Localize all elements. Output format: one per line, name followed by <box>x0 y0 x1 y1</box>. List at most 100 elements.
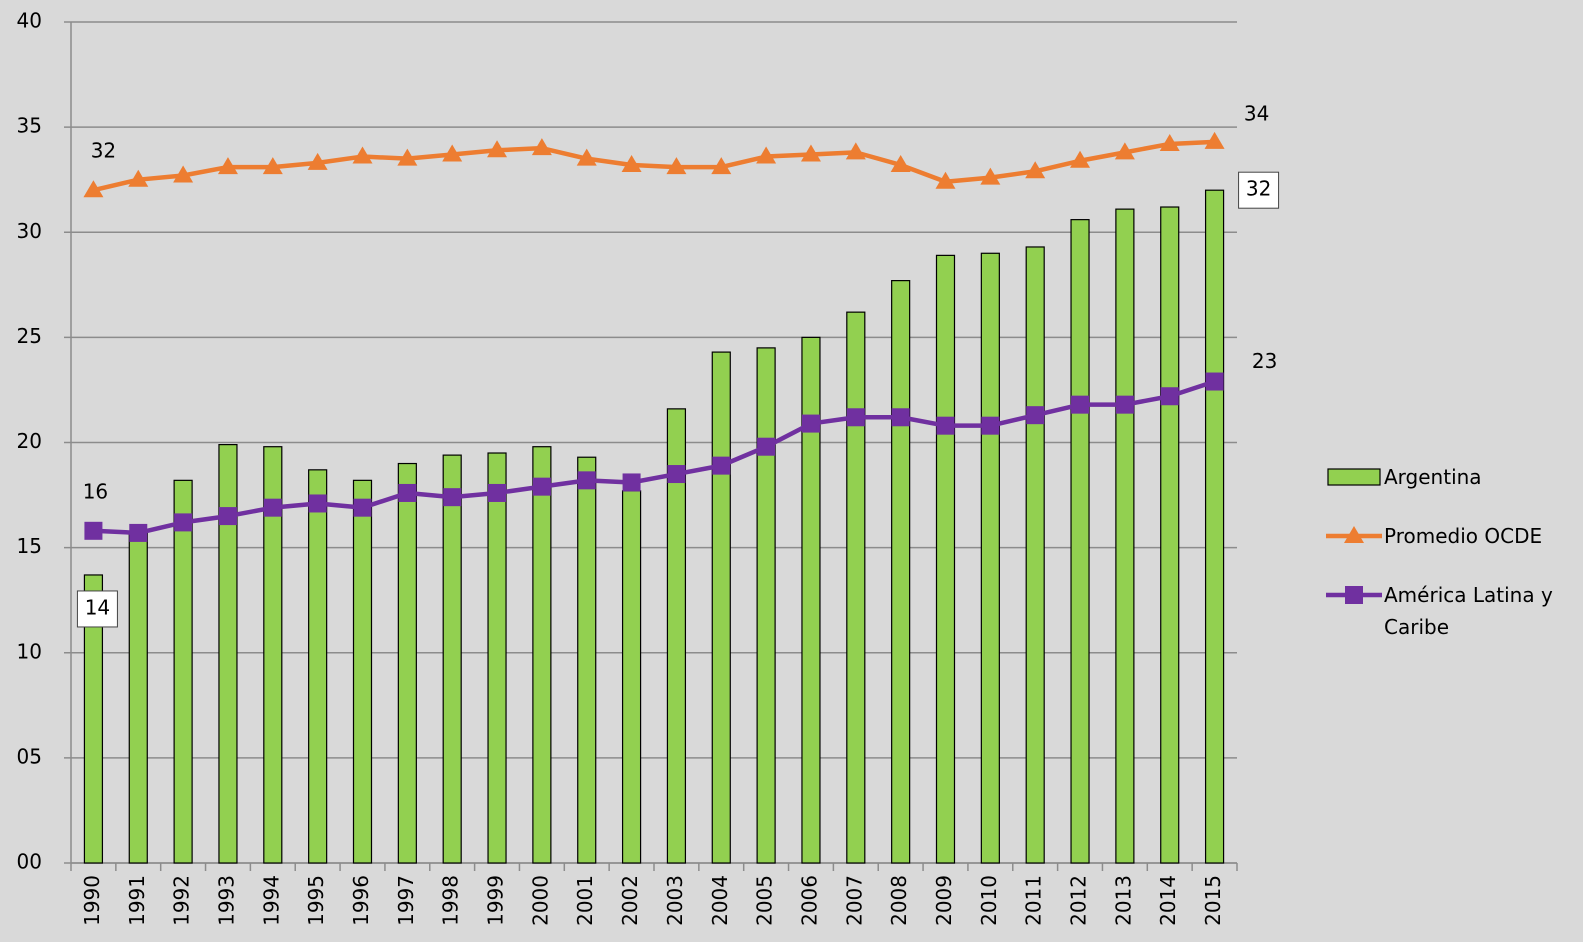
marker <box>487 140 508 158</box>
marker <box>935 171 956 189</box>
bar <box>487 452 507 864</box>
x-tick-label: 1991 <box>125 875 149 926</box>
x-tick-label: 1998 <box>439 875 463 926</box>
y-tick-label: 00 <box>17 850 42 874</box>
bar <box>980 252 1000 864</box>
data-label: 32 <box>1246 177 1271 201</box>
marker <box>398 483 417 502</box>
marker <box>981 416 1000 435</box>
x-tick-label: 1994 <box>259 875 283 926</box>
bar <box>621 490 642 864</box>
x-tick-label: 2007 <box>842 875 866 926</box>
label-box <box>1238 171 1280 209</box>
bar <box>218 444 238 864</box>
marker <box>488 483 507 502</box>
line <box>92 139 1215 193</box>
bar <box>1204 189 1225 864</box>
bar <box>891 280 911 864</box>
x-tick-label: 1996 <box>349 875 373 926</box>
bar <box>577 456 597 864</box>
marker <box>846 408 865 427</box>
x-tick-label: 1997 <box>394 875 418 926</box>
marker <box>217 157 238 175</box>
bar <box>1115 208 1135 864</box>
bar <box>128 532 148 864</box>
x-tick-label: 2006 <box>797 875 821 926</box>
x-tick-label: 1999 <box>484 875 508 926</box>
marker <box>531 138 552 156</box>
bar <box>532 446 552 864</box>
legend-label: Promedio OCDE <box>1384 524 1543 548</box>
marker <box>667 465 686 484</box>
y-tick-label: 25 <box>17 324 42 348</box>
x-tick-label: 2009 <box>932 875 956 926</box>
marker <box>397 148 418 166</box>
x-tick-label: 2015 <box>1201 875 1225 926</box>
bar <box>397 462 417 864</box>
marker <box>84 521 103 540</box>
bar <box>308 469 328 864</box>
marker <box>173 165 194 183</box>
x-tick-label: 1992 <box>170 875 194 926</box>
legend-label: Argentina <box>1384 465 1482 489</box>
y-tick-label: 10 <box>17 639 42 663</box>
x-tick-label: 2010 <box>977 875 1001 926</box>
data-label: 23 <box>1252 349 1277 373</box>
line <box>93 379 1216 536</box>
marker <box>263 498 282 517</box>
marker <box>757 437 776 456</box>
marker <box>1205 372 1224 391</box>
x-tick-label: 1995 <box>304 875 328 926</box>
bar <box>1025 246 1045 864</box>
x-tick-label: 2000 <box>528 875 552 926</box>
marker <box>1160 387 1179 406</box>
x-tick-label: 2011 <box>1022 875 1046 926</box>
marker <box>845 142 866 160</box>
marker <box>442 144 463 162</box>
legend-marker <box>1344 526 1364 543</box>
x-tick-label: 2004 <box>708 875 732 926</box>
y-tick-label: 15 <box>17 534 42 558</box>
marker <box>801 414 820 433</box>
marker <box>1159 133 1180 151</box>
marker <box>622 473 641 492</box>
bar <box>352 479 373 864</box>
x-tick-label: 1990 <box>80 875 104 926</box>
marker <box>308 494 327 513</box>
marker <box>1115 395 1134 414</box>
bar <box>666 408 687 864</box>
marker <box>307 152 328 170</box>
bar <box>83 574 104 864</box>
bar <box>263 446 283 864</box>
x-tick-label: 2003 <box>663 875 687 926</box>
marker <box>1070 150 1091 168</box>
marker <box>1026 406 1045 425</box>
data-label: 16 <box>83 479 108 503</box>
legend-swatch <box>1327 468 1381 486</box>
marker <box>891 408 910 427</box>
data-label: 14 <box>85 595 110 619</box>
marker <box>576 148 597 166</box>
bar <box>846 311 866 864</box>
y-tick-label: 05 <box>17 744 42 768</box>
marker <box>890 154 911 172</box>
marker <box>1071 395 1090 414</box>
marker <box>666 157 687 175</box>
x-tick-label: 2002 <box>618 875 642 926</box>
x-tick-label: 2005 <box>753 875 777 926</box>
marker <box>83 180 104 198</box>
bar <box>442 454 462 864</box>
bar <box>711 351 731 864</box>
data-label: 32 <box>91 139 116 163</box>
marker <box>1114 142 1135 160</box>
y-tick-label: 30 <box>17 219 42 243</box>
label-box <box>76 590 118 628</box>
x-tick-label: 2014 <box>1156 875 1180 926</box>
marker <box>352 146 373 164</box>
legend-label: América Latina y Caribe <box>1384 583 1553 639</box>
marker <box>756 146 777 164</box>
bar <box>1070 219 1090 864</box>
bar <box>801 336 821 864</box>
